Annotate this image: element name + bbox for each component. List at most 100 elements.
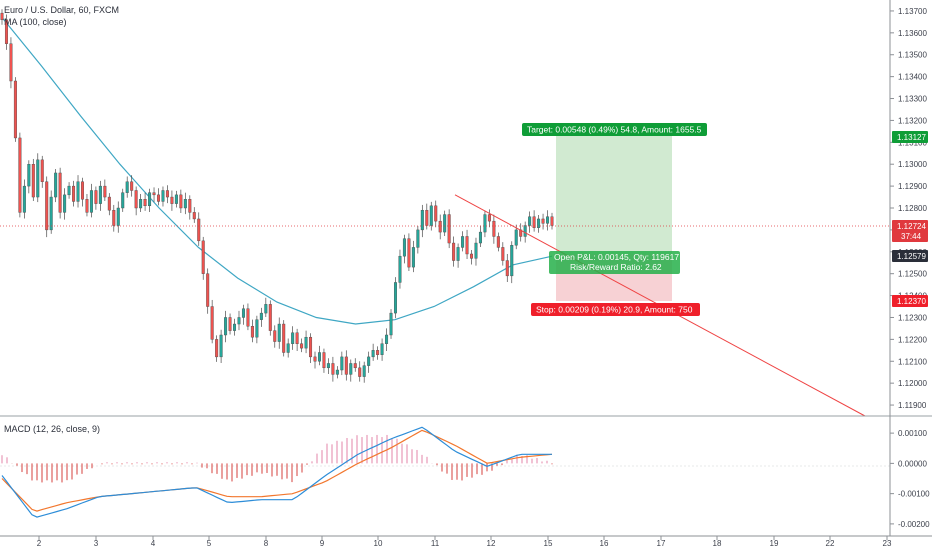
candle-body <box>478 231 482 244</box>
candle-body <box>143 199 147 207</box>
candle-body <box>344 356 348 375</box>
candle-body <box>492 220 496 237</box>
candle-body <box>54 172 58 198</box>
candle-body <box>420 209 424 231</box>
candle-body <box>134 190 138 209</box>
time-tick-label: 8 <box>264 539 269 548</box>
time-tick-label: 22 <box>826 539 835 548</box>
candle-body <box>510 245 514 277</box>
candle-body <box>18 137 22 213</box>
price-tick-label: 1.12200 <box>898 335 927 344</box>
time-tick-label: 18 <box>713 539 722 548</box>
symbol-title[interactable]: Euro / U.S. Dollar, 60, FXCM <box>4 5 119 15</box>
candle-body <box>550 216 554 226</box>
candle-body <box>192 212 196 220</box>
candle-body <box>411 247 415 268</box>
time-tick-label: 15 <box>544 539 553 548</box>
open-pnl-box[interactable]: Open P&L: 0.00145, Qty: 119617 Risk/Rewa… <box>549 251 680 274</box>
candle-body <box>326 363 330 369</box>
candle-body <box>85 199 89 213</box>
candle-body <box>206 273 210 307</box>
candle-body <box>246 308 250 327</box>
candle-body <box>541 218 545 224</box>
candle-body <box>277 323 281 342</box>
candle-body <box>31 164 35 198</box>
candle-body <box>304 336 308 349</box>
candle-body <box>456 247 460 261</box>
ma-title[interactable]: MA (100, close) <box>4 17 67 27</box>
candle-body <box>483 214 487 233</box>
risk-reward-text: Risk/Reward Ratio: 2.62 <box>570 262 662 272</box>
price-tick-label: 1.13200 <box>898 116 927 125</box>
candle-body <box>4 19 8 44</box>
candle-body <box>67 185 71 196</box>
candle-body <box>224 317 228 336</box>
candle-body <box>429 205 433 226</box>
candle-body <box>367 356 371 366</box>
ma-price-marker: 1.12579 <box>892 250 928 262</box>
candle-body <box>103 185 107 198</box>
time-tick-label: 23 <box>883 539 892 548</box>
candle-body <box>505 260 509 277</box>
candle-body <box>358 367 362 377</box>
candle-body <box>215 339 219 358</box>
candle-body <box>523 225 527 237</box>
candle-body <box>501 247 505 261</box>
candle-body <box>313 356 317 362</box>
candle-body <box>241 308 245 318</box>
candle-body <box>286 343 290 353</box>
candle-body <box>362 365 366 377</box>
candle-body <box>0 12 4 20</box>
price-tick-label: 1.13300 <box>898 95 927 104</box>
target-badge[interactable]: Target: 0.00548 (0.49%) 54.8, Amount: 16… <box>522 123 707 136</box>
candle-body <box>125 181 129 193</box>
target-zone[interactable] <box>556 136 672 254</box>
candle-body <box>116 207 120 226</box>
bar-countdown-label: 37:44 <box>901 232 922 241</box>
candle-body <box>179 194 183 209</box>
open-pnl-text: Open P&L: 0.00145, Qty: 119617 <box>554 252 679 262</box>
candle-body <box>273 330 277 342</box>
macd-axis[interactable]: 0.00100 0.00000 -0.00100 -0.00200 <box>890 429 930 529</box>
candle-body <box>107 196 111 211</box>
candle-body <box>36 159 40 198</box>
candle-body <box>210 306 214 340</box>
time-tick-label: 4 <box>151 539 156 548</box>
candle-body <box>465 236 469 255</box>
candle-body <box>407 238 411 268</box>
price-tick-label: 1.12500 <box>898 270 927 279</box>
candle-body <box>89 190 93 213</box>
stop-badge[interactable]: Stop: 0.00209 (0.19%) 20.9, Amount: 750 <box>531 303 700 316</box>
macd-tick-label: 0.00100 <box>898 429 927 438</box>
candle-body <box>201 240 205 274</box>
price-tick-label: 1.13700 <box>898 7 927 16</box>
candle-body <box>174 194 178 204</box>
last-price-marker: 1.12724 37:44 <box>892 220 928 242</box>
time-tick-label: 2 <box>37 539 42 548</box>
time-axis[interactable]: 2 3 4 5 8 9 10 11 12 15 16 17 18 19 22 23 <box>37 536 892 548</box>
candle-body <box>268 304 272 331</box>
candles <box>0 9 554 383</box>
ma-line <box>1 17 553 325</box>
candle-body <box>58 172 62 213</box>
time-tick-label: 19 <box>770 539 779 548</box>
time-tick-label: 11 <box>431 539 440 548</box>
candle-body <box>121 192 125 209</box>
candle-body <box>264 304 268 314</box>
target-price-marker: 1.13127 <box>892 131 928 143</box>
candle-body <box>402 238 406 257</box>
candle-body <box>452 242 456 261</box>
price-tick-label: 1.13500 <box>898 51 927 60</box>
candle-body <box>188 199 192 213</box>
stop-badge-text: Stop: 0.00209 (0.19%) 20.9, Amount: 750 <box>536 305 693 315</box>
candle-body <box>295 332 299 344</box>
macd-title[interactable]: MACD (12, 26, close, 9) <box>4 424 100 434</box>
target-badge-text: Target: 0.00548 (0.49%) 54.8, Amount: 16… <box>527 125 702 135</box>
stop-price-marker: 1.12370 <box>892 295 928 307</box>
candle-body <box>537 218 541 228</box>
candle-body <box>385 334 389 344</box>
candle-body <box>380 343 384 355</box>
price-tick-label: 1.11900 <box>898 401 927 410</box>
